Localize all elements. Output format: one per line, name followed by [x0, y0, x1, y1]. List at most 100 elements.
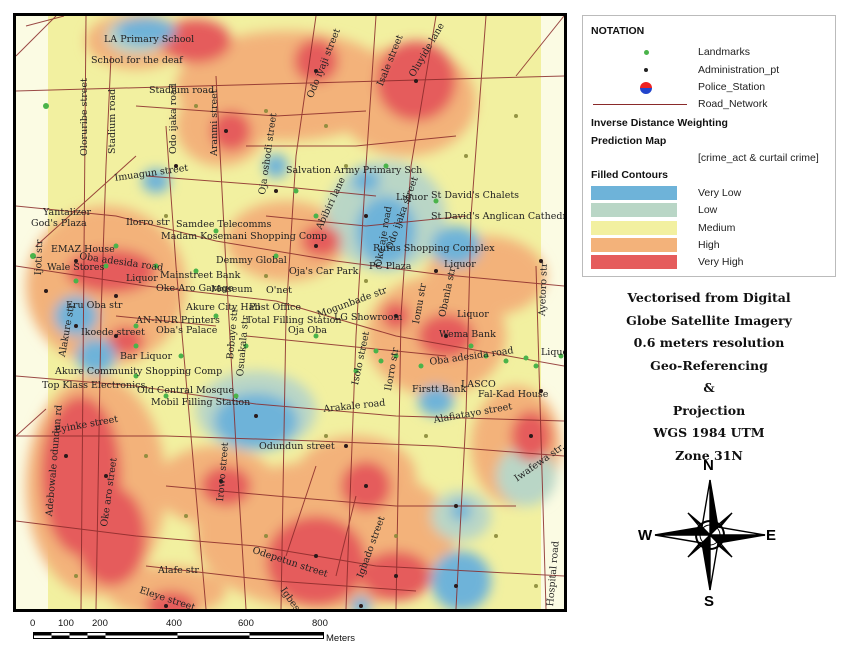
- projection-note-line: Globe Satellite Imagery: [626, 312, 792, 328]
- map-frame[interactable]: LA Primary School School for the deaf Stad…: [13, 13, 567, 612]
- label-pc-plaza: PC Plaza: [369, 261, 412, 272]
- legend-police-label: Police_Station: [698, 81, 766, 93]
- contour-label-very-low: Very Low: [698, 187, 742, 199]
- north-arrow: N S E W: [638, 457, 780, 610]
- label-ilorro-str: Ilorro str: [126, 217, 170, 228]
- compass-rose-icon: [654, 479, 766, 591]
- landmark-points: [30, 103, 564, 399]
- scale-tick-800: 800: [312, 618, 328, 629]
- scale-tick-0: 0: [30, 618, 36, 629]
- legend: NOTATION Landmarks Administration_pt Pol…: [582, 15, 836, 277]
- label-stadium-road: Stadium road: [149, 85, 215, 96]
- other-points: [74, 104, 538, 588]
- contour-swatch-very-high: [591, 255, 677, 270]
- projection-note-line: Geo-Referencing: [650, 357, 768, 373]
- label-an-nur-printers: AN-NUR Printers: [136, 315, 220, 326]
- prediction-map: [16, 16, 564, 609]
- projection-note-line: Zone 31N: [675, 447, 743, 463]
- label-ikoede-street: Ikoede street: [81, 327, 145, 338]
- label-rufus-shopping: Rufus Shopping Complex: [373, 243, 495, 254]
- scale-tick-400: 400: [166, 618, 182, 629]
- legend-title: NOTATION: [591, 25, 645, 37]
- label-gods-plaza: God's Plaza: [31, 218, 87, 229]
- label-akure-city-hall: Akure City Hall: [186, 302, 261, 313]
- label-samdee-telecomms: Samdee Telecomms: [176, 219, 272, 230]
- compass-e-label: E: [766, 527, 777, 544]
- label-ojas-car-park: Oja's Car Park: [289, 266, 359, 277]
- contour-swatch-low: [591, 203, 677, 218]
- label-liquor-4: Liquor: [457, 309, 489, 320]
- legend-admin-label: Administration_pt: [698, 64, 780, 76]
- label-liquor-1: Liquor: [396, 192, 428, 203]
- legend-prediction-subtitle: [crime_act & curtail crime]: [698, 152, 819, 164]
- label-old-central-mosque: Old Central Mosque: [137, 385, 235, 396]
- label-ayetoro-str: Ayetoro str: [537, 262, 550, 317]
- label-firstt-bank: Firstt Bank: [412, 384, 467, 395]
- contour-label-high: High: [698, 238, 720, 251]
- label-demmy-global: Demmy Global: [216, 255, 287, 266]
- contour-swatch-medium: [591, 220, 677, 235]
- legend-idw-title: Inverse Distance Weighting: [591, 117, 728, 129]
- administration-points: [44, 69, 543, 608]
- compass-s-label: S: [704, 593, 715, 610]
- label-onet: O'net: [266, 285, 292, 296]
- label-post-office: Post Office: [249, 302, 301, 313]
- label-museum: Museum: [211, 284, 253, 295]
- label-top-klass: Top Klass Electronics: [42, 380, 146, 391]
- legend-road-label: Road_Network: [698, 98, 768, 110]
- label-stadium-road-2: Stadium road: [107, 88, 118, 154]
- contour-label-medium: Medium: [698, 221, 736, 234]
- label-obas-palace: Oba's Palace: [156, 325, 218, 336]
- label-aranmi-street: Aranmi street: [209, 89, 220, 156]
- label-fal-kad-house: Fal-Kad House: [478, 389, 549, 400]
- label-akure-community: Akure Community Shopping Comp: [55, 366, 223, 377]
- label-wale-stores: Wale Stores: [47, 262, 105, 273]
- scale-bar-graphic: [33, 632, 324, 639]
- compass-w-label: W: [638, 527, 653, 544]
- police-station-icon: [640, 82, 652, 94]
- road-network: [16, 16, 564, 609]
- scale-unit: Meters: [326, 633, 356, 644]
- label-bar-liquor: Bar Liquor: [120, 351, 173, 362]
- label-odundun-street: Odundun street: [259, 441, 335, 452]
- label-odo-ijaka-road: Odo ijaka road: [168, 83, 179, 154]
- projection-note-line: 0.6 meters resolution: [633, 335, 785, 350]
- label-total-filling-station: Total Filling Station: [246, 315, 342, 326]
- label-ijoti-str: Ijoti str: [33, 239, 46, 276]
- legend-landmarks-label: Landmarks: [698, 46, 750, 58]
- contour-label-low: Low: [698, 204, 718, 217]
- compass-n-label: N: [703, 457, 714, 474]
- label-liquor-2: Liquor: [444, 259, 476, 270]
- label-lg-showroom: LG Showroom: [334, 312, 403, 323]
- label-oke-aro-garage: Oke-Aro Garage: [156, 283, 234, 294]
- scale-tick-100: 100: [58, 618, 74, 629]
- label-alafe-str: Alafe str: [158, 565, 199, 576]
- label-mobil-filling-station: Mobil Filling Station: [151, 397, 251, 408]
- legend-contours-title: Filled Contours: [591, 169, 668, 181]
- road-line-icon: [593, 104, 687, 105]
- label-liquor-5: Liquor: [541, 347, 564, 358]
- label-eru-oba-str: Eru Oba str: [66, 300, 123, 311]
- label-liquor-3: Liquor: [126, 273, 158, 284]
- projection-note-line: WGS 1984 UTM: [653, 425, 765, 440]
- label-school-for-the-deaf: School for the deaf: [91, 55, 183, 66]
- green-dot-icon: [644, 50, 649, 55]
- projection-note-line: &: [703, 380, 715, 395]
- label-salvation-army: Salvation Army Primary Sch: [286, 165, 423, 176]
- black-dot-icon: [644, 68, 648, 72]
- legend-prediction-title: Prediction Map: [591, 135, 667, 147]
- label-oja-oba: Oja Oba: [288, 325, 327, 336]
- label-st-davids-cathedral: St David's Anglican Cathedral: [431, 211, 567, 222]
- contour-label-very-high: Very High: [698, 256, 744, 269]
- label-st-davids-chalets: St David's Chalets: [431, 190, 520, 201]
- contour-swatch-high: [591, 237, 677, 252]
- label-mainstreet-bank: Mainstreet Bank: [160, 270, 241, 281]
- scale-bar: 0 100 200 400 600 800 Meters: [30, 618, 390, 648]
- label-la-primary-school: LA Primary School: [104, 34, 195, 45]
- scale-tick-600: 600: [238, 618, 254, 629]
- contour-swatch-very-low: [591, 186, 677, 200]
- projection-note-line: Vectorised from Digital: [627, 290, 791, 305]
- scale-tick-200: 200: [92, 618, 108, 629]
- label-emaz-house: EMAZ House: [51, 244, 115, 255]
- label-lasco: LASCO: [461, 379, 496, 390]
